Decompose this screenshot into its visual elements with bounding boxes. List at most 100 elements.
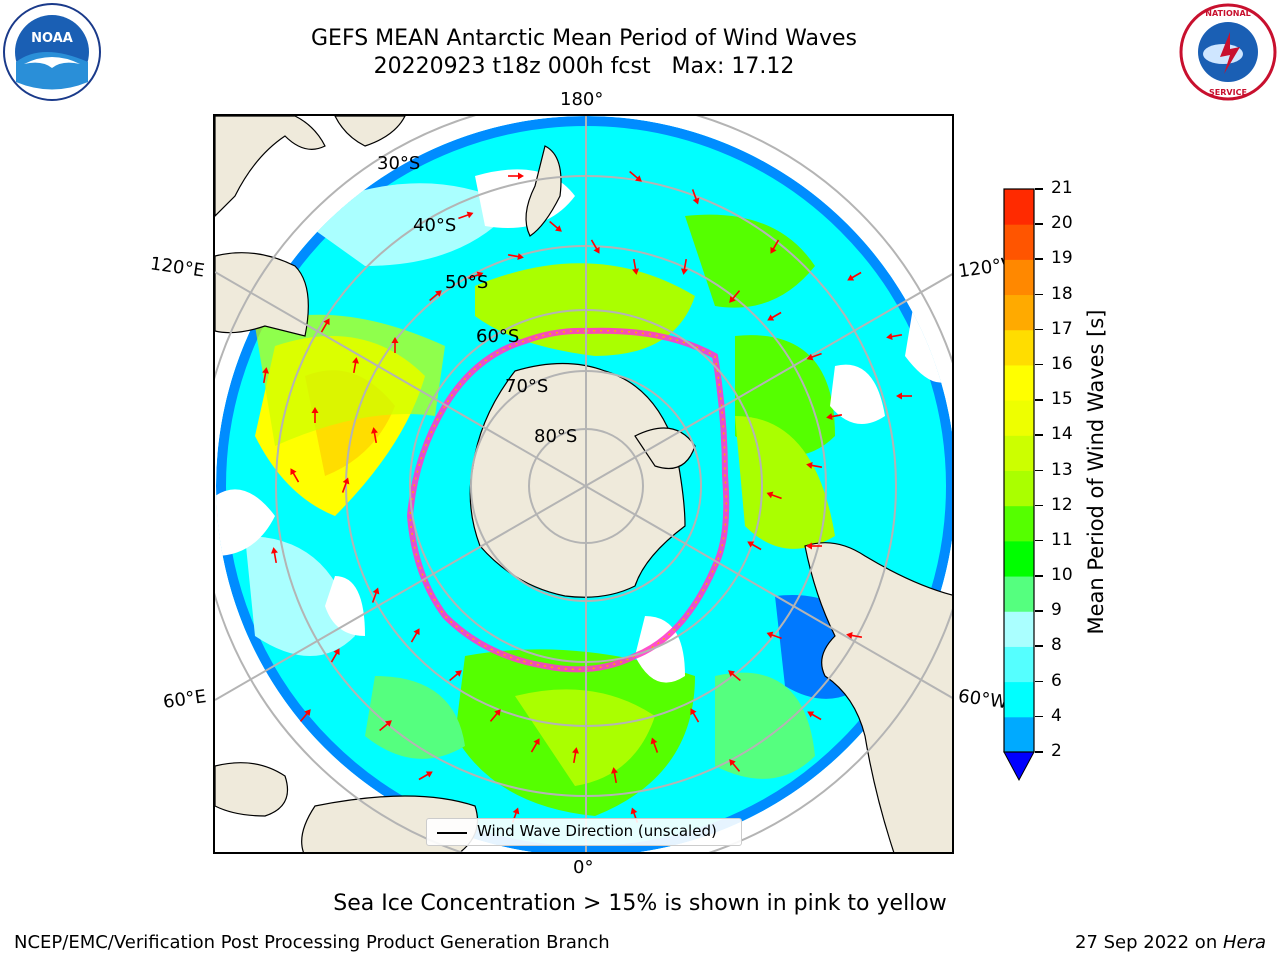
map-title: GEFS MEAN Antarctic Mean Period of Wind …: [311, 26, 857, 51]
colorbar-segment: [1004, 364, 1034, 401]
colorbar-tick-label: 2: [1051, 741, 1062, 761]
colorbar-tick: [1035, 645, 1043, 647]
colorbar-tick-label: 15: [1051, 389, 1073, 410]
colorbar-segment: [1004, 681, 1034, 718]
wind-arrow: [806, 462, 823, 469]
colorbar-segment: [1004, 540, 1034, 577]
wind-arrow: [729, 759, 741, 772]
wind-arrow: [766, 631, 782, 640]
colorbar-segment: [1004, 189, 1034, 225]
colorbar-tick-label: 18: [1051, 283, 1073, 304]
wind-arrow: [691, 189, 700, 205]
lat-label-70s: 70°S: [505, 376, 549, 397]
colorbar-tick: [1035, 293, 1043, 296]
wind-arrow: [807, 711, 822, 721]
colorbar-tick: [1035, 434, 1043, 436]
lon-label-60e: 60°E: [161, 686, 208, 713]
wind-arrow: [847, 271, 862, 281]
map-subtitle: 20220923 t18z 000h fcst Max: 17.12: [373, 54, 795, 79]
colorbar-tick: [1035, 715, 1043, 718]
graticule: [215, 116, 952, 852]
colorbar-tick-label: 8: [1051, 635, 1062, 656]
lat-label-30s: 30°S: [377, 153, 421, 174]
colorbar-tick: [1035, 399, 1043, 401]
colorbar-tick-label: 17: [1051, 318, 1073, 339]
colorbar-tick: [1035, 680, 1043, 683]
wind-arrow: [767, 311, 782, 321]
wind-arrow: [590, 239, 600, 254]
wind-arrow: [681, 258, 688, 275]
legend-label: Wind Wave Direction (unscaled): [477, 822, 717, 840]
colorbar-tick: [1035, 469, 1043, 471]
wind-arrow: [508, 172, 524, 180]
wind-arrow: [728, 670, 741, 682]
wind-arrow: [311, 407, 319, 423]
lon-label-180: 180°: [560, 89, 604, 110]
wind-arrow: [299, 709, 311, 722]
wind-arrow: [747, 541, 762, 551]
lat-label-80s: 80°S: [534, 426, 578, 447]
wind-arrow: [729, 290, 741, 303]
colorbar-segment: [1004, 329, 1034, 366]
colorbar-segment: [1004, 576, 1034, 612]
wind-arrow: [410, 628, 420, 643]
colorbar-segment: [1004, 470, 1034, 507]
colorbar-tick-label: 9: [1051, 600, 1062, 621]
wind-arrow: [770, 239, 780, 254]
colorbar-segment: [1004, 716, 1034, 753]
wind-arrow: [489, 709, 501, 722]
colorbar-segment: [1004, 400, 1034, 436]
wind-arrow: [262, 367, 269, 384]
wind-arrow: [806, 542, 822, 550]
wind-arrow: [341, 477, 350, 493]
map-legend: Wind Wave Direction (unscaled): [426, 818, 742, 846]
map-panel: 30°S 40°S 50°S 60°S 70°S 80°S: [213, 114, 954, 854]
lat-label-40s: 40°S: [413, 215, 457, 236]
wind-arrow: [766, 491, 782, 500]
colorbar-extend-arrow: [1003, 751, 1035, 782]
footer-credit: NCEP/EMC/Verification Post Processing Pr…: [14, 932, 610, 953]
footer-machine: Hera: [1222, 932, 1266, 953]
colorbar-tick-label: 11: [1051, 529, 1073, 550]
wind-arrow: [886, 333, 903, 340]
colorbar-tick-label: 13: [1051, 459, 1073, 480]
wind-arrow: [826, 413, 843, 420]
lat-label-50s: 50°S: [445, 272, 489, 293]
wind-arrow: [418, 771, 433, 781]
colorbar-tick-label: 4: [1051, 705, 1062, 726]
wind-arrow: [530, 738, 540, 753]
colorbar-segment: [1004, 294, 1034, 331]
noaa-logo: NOAA: [3, 3, 101, 101]
wind-arrow: [449, 670, 462, 682]
colorbar-segment: [1004, 611, 1034, 647]
wind-arrow: [458, 211, 474, 220]
wind-arrow: [611, 767, 618, 784]
wind-arrow: [379, 720, 392, 732]
wind-arrow: [572, 747, 579, 764]
wind-wave-arrows: [262, 170, 912, 823]
colorbar-title: Mean Period of Wind Waves [s]: [1084, 309, 1108, 635]
footer-date-text: 27 Sep 2022 on: [1075, 932, 1223, 953]
colorbar-tick-label: 12: [1051, 494, 1073, 515]
colorbar-tick: [1035, 188, 1043, 190]
wind-arrow: [320, 318, 330, 333]
wind-arrow: [896, 392, 912, 400]
noaa-logo-text: NOAA: [31, 31, 73, 46]
wind-arrow: [391, 337, 399, 353]
colorbar-tick-label: 6: [1051, 670, 1062, 691]
colorbar-tick: [1035, 223, 1043, 225]
wind-arrow: [846, 632, 863, 639]
colorbar-tick: [1035, 539, 1043, 542]
wind-arrow: [352, 357, 359, 374]
colorbar-tick: [1035, 504, 1043, 507]
legend-line-swatch: [437, 832, 467, 834]
colorbar: 2 4 6 8 9 10 11 12 13 14 15 16 17 18 19 20 21: [1001, 178, 1121, 787]
wind-arrow: [690, 708, 700, 723]
wind-arrow: [271, 547, 278, 564]
colorbar-tick: [1035, 363, 1043, 366]
colorbar-tick-label: 16: [1051, 353, 1073, 374]
colorbar-tick-label: 21: [1051, 178, 1073, 198]
map-canvas: [215, 116, 952, 852]
wind-arrow: [429, 290, 442, 302]
wind-arrow: [371, 427, 378, 444]
